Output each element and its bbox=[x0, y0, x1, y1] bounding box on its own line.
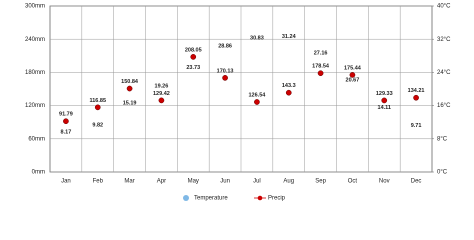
value-label: 28.86 bbox=[218, 44, 232, 50]
precip-point bbox=[222, 75, 228, 81]
x-tick-label: Mar bbox=[124, 179, 134, 185]
legend-swatch bbox=[183, 195, 189, 201]
value-label: 14.11 bbox=[378, 105, 391, 111]
y-tick-label: 60mm bbox=[28, 136, 45, 142]
precip-point bbox=[254, 99, 260, 105]
precip-point bbox=[349, 72, 356, 78]
precip-point bbox=[94, 104, 101, 111]
x-tick-label: Jul bbox=[253, 179, 261, 185]
y-tick-label: 180mm bbox=[25, 70, 45, 76]
y2-tick-label: 32°C bbox=[437, 37, 451, 43]
y-tick-label: 120mm bbox=[25, 103, 45, 109]
value-label: 23.73 bbox=[186, 65, 200, 71]
value-label: 126.54 bbox=[249, 92, 267, 98]
x-tick-label: Aug bbox=[283, 179, 294, 185]
value-label: 31.24 bbox=[282, 34, 297, 40]
value-label: 116.85 bbox=[89, 98, 106, 104]
y-tick-label: 0mm bbox=[32, 170, 45, 176]
x-tick-label: Sep bbox=[315, 179, 326, 185]
value-label: 19.26 bbox=[155, 84, 169, 90]
x-tick-label: Jun bbox=[220, 179, 230, 185]
value-label: 175.44 bbox=[344, 65, 362, 71]
value-label: 170.13 bbox=[217, 68, 234, 74]
precip-point bbox=[285, 89, 292, 96]
x-tick-label: Feb bbox=[93, 179, 104, 185]
value-label: 208.05 bbox=[185, 47, 202, 53]
precip-point bbox=[126, 85, 133, 92]
x-tick-label: Oct bbox=[348, 179, 358, 185]
value-label: 9.71 bbox=[411, 123, 422, 129]
value-label: 15.19 bbox=[123, 100, 137, 106]
value-label: 30.83 bbox=[250, 36, 264, 42]
y2-tick-label: 0°C bbox=[437, 170, 448, 176]
legend-swatch bbox=[257, 195, 263, 201]
value-label: 178.54 bbox=[312, 64, 330, 70]
precip-point bbox=[63, 118, 69, 125]
value-label: 27.16 bbox=[314, 51, 328, 57]
value-label: 134.21 bbox=[408, 88, 425, 94]
chart: 0mm 60mm 120mm 180mm 240mm 300mm 0°C 8°C 16°C 24°… bbox=[25, 4, 451, 202]
value-label: 143.3 bbox=[282, 83, 296, 89]
legend-label: Precip bbox=[268, 196, 286, 202]
legend-label: Temperature bbox=[194, 196, 228, 202]
y2-tick-label: 16°C bbox=[437, 103, 451, 109]
y2-tick-label: 8°C bbox=[437, 136, 448, 142]
x-tick-label: May bbox=[188, 179, 199, 185]
value-label: 8.17 bbox=[61, 130, 72, 136]
x-tick-label: Nov bbox=[379, 179, 390, 185]
x-tick-label: Dec bbox=[411, 179, 422, 185]
precip-point bbox=[381, 97, 388, 104]
value-label: 129.42 bbox=[153, 91, 170, 97]
precip-point bbox=[190, 54, 197, 60]
value-label: 129.33 bbox=[376, 91, 393, 97]
x-tick-label: Jan bbox=[61, 179, 71, 185]
value-label: 150.84 bbox=[121, 79, 139, 85]
y-tick-label: 240mm bbox=[25, 37, 45, 43]
y2-tick-label: 40°C bbox=[437, 4, 451, 10]
y-tick-label: 300mm bbox=[25, 4, 45, 10]
value-label: 9.82 bbox=[92, 123, 103, 129]
value-label: 20.67 bbox=[346, 78, 360, 84]
value-label: 91.79 bbox=[59, 112, 73, 118]
y2-tick-label: 24°C bbox=[437, 70, 451, 76]
precip-point bbox=[158, 97, 165, 104]
x-tick-label: Apr bbox=[157, 179, 166, 185]
precip-point bbox=[413, 94, 419, 101]
precip-point bbox=[317, 70, 324, 77]
